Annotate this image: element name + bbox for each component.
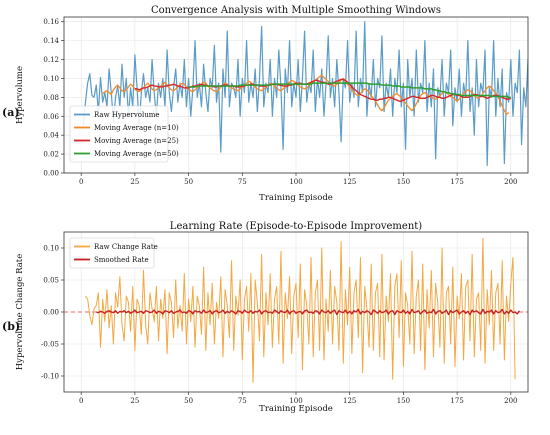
legend-box	[69, 237, 155, 269]
chart-title: Learning Rate (Episode-to-Episode Improv…	[170, 221, 422, 232]
y-tick-label: 0.14	[43, 37, 59, 45]
x-tick-label: 125	[343, 397, 356, 405]
legend: Raw Hypervolume Moving Average (n=10) Movi…	[69, 105, 179, 163]
series-line-2	[96, 308, 520, 316]
panel-label: (a)	[2, 106, 20, 119]
legend-entry: Raw Hypervolume	[94, 111, 160, 119]
x-tick-label: 175	[450, 178, 463, 186]
y-tick-label: 0.06	[43, 113, 59, 121]
series-line-1	[85, 237, 516, 383]
y-tick-label: 0.10	[43, 75, 59, 83]
legend-entry: Moving Average (n=25)	[94, 137, 179, 145]
legend-entry: Moving Average (n=10)	[94, 124, 179, 132]
series-line-1	[82, 21, 528, 167]
chart-title: Convergence Analysis with Multiple Smoot…	[151, 5, 441, 16]
chart-panel-b: 0 25 50 75 100 125 150 175 200 -0.10 -0.05 0.00 0.05…	[2, 221, 529, 414]
legend-box	[69, 105, 169, 163]
y-tick-label: 0.08	[43, 94, 59, 102]
y-axis-label: Hypervolume	[15, 66, 25, 124]
x-tick-label: 75	[238, 397, 247, 405]
x-tick-label: 100	[289, 397, 302, 405]
y-tick-label: 0.16	[43, 18, 59, 26]
x-tick-label: 50	[184, 178, 193, 186]
y-tick-label: 0.05	[43, 277, 59, 285]
y-tick-label: 0.12	[43, 56, 59, 64]
x-tick-label: 200	[504, 397, 517, 405]
series-line-2	[102, 74, 510, 116]
x-tick-label: 75	[238, 178, 247, 186]
legend-entry: Moving Average (n=50)	[94, 150, 179, 158]
x-tick-label: 125	[343, 178, 356, 186]
y-tick-label: 0.00	[43, 309, 59, 317]
x-tick-label: 200	[504, 178, 517, 186]
y-tick-label: -0.05	[41, 341, 59, 349]
series-line-3	[134, 78, 512, 102]
chart-panel-a: 0 25 50 75 100 125 150 175 200 0.00 0.02 0.04 0.06 0.…	[2, 5, 529, 203]
x-tick-label: 50	[184, 397, 193, 405]
y-tick-label: 0.02	[43, 151, 59, 159]
y-tick-label: 0.04	[43, 132, 59, 140]
y-tick-label: 0.10	[43, 245, 59, 253]
x-tick-label: 100	[289, 178, 302, 186]
panel-label: (b)	[2, 320, 20, 333]
series-line-4	[188, 82, 511, 99]
x-tick-label: 175	[450, 397, 463, 405]
x-tick-label: 0	[79, 397, 83, 405]
legend-entry: Smoothed Rate	[94, 256, 149, 264]
x-tick-label: 25	[130, 178, 139, 186]
y-axis-label: Hypervolume Change Rate	[15, 254, 25, 370]
x-tick-label: 25	[130, 397, 139, 405]
x-tick-label: 150	[397, 397, 410, 405]
legend: Raw Change Rate Smoothed Rate	[69, 237, 158, 269]
y-tick-label: -0.10	[41, 373, 59, 381]
x-axis-label: Training Episode	[259, 404, 333, 414]
y-tick-label: 0.00	[43, 170, 59, 178]
legend-entry: Raw Change Rate	[94, 243, 158, 251]
x-axis-label: Training Episode	[259, 193, 333, 203]
x-tick-label: 150	[397, 178, 410, 186]
x-tick-label: 0	[79, 178, 83, 186]
